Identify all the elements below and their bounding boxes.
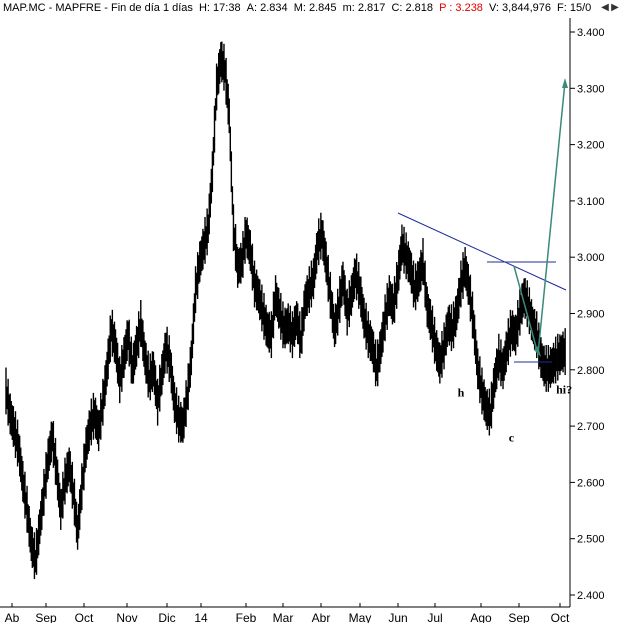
x-tick-label: Mar [273,611,294,623]
y-tick-label: 2.800 [577,365,605,377]
max-label: M: 2.845 [293,2,337,14]
x-tick-label: Oct [551,611,570,623]
x-tick-label: Jul [427,611,442,623]
x-tick-label: Abr [312,611,331,623]
x-tick-label: 14 [194,611,208,623]
y-axis: 2.400 2.500 2.600 2.700 2.800 2.900 3.000 3.100… [569,18,605,607]
x-tick-label: Ab [5,611,20,623]
drawn-trendlines [397,78,568,363]
price-series [5,41,566,580]
projection-up [537,81,566,355]
y-tick-label: 3.100 [577,196,605,208]
x-tick-label: Nov [116,611,137,623]
y-tick-label: 2.600 [577,477,605,489]
projection-down-arrowhead [534,346,541,357]
projection-up-arrowhead [562,78,568,88]
close-label: C: 2.818 [391,2,434,14]
annotations: h c hi? [458,383,573,445]
volume-label: V: 3,844,976 [489,2,551,14]
symbol-label: MAP.MC - MAPFRE - Fin de día 1 días [3,2,193,14]
y-tick-label: 2.500 [577,534,605,546]
y-tick-label: 2.900 [577,309,605,321]
x-tick-label: Dic [158,611,175,623]
prev-arrow-icon[interactable]: ◀ [601,2,609,13]
y-tick-label: 3.200 [577,140,605,152]
quote-info-bar: MAP.MC - MAPFRE - Fin de día 1 días H: 1… [0,0,620,16]
time-label: H: 17:38 [198,2,241,14]
f-label: F: 15/0 [557,2,592,14]
y-tick-label: 2.700 [577,421,605,433]
x-tick-label: May [349,611,372,623]
nav-buttons: ◀ ▶ [598,0,620,16]
annotation-label: hi? [556,383,572,397]
y-tick-label: 3.000 [577,252,605,264]
y-tick-label: 2.400 [577,590,605,602]
descending-trendline [397,212,567,291]
ask-label: A: 2.834 [246,2,288,14]
x-tick-label: Ago [470,611,492,623]
x-axis: Ab Sep Oct Nov Dic 14 Feb Mar Abr May Jun Jul Ago Sep… [0,603,570,625]
next-arrow-icon[interactable]: ▶ [611,2,619,13]
x-tick-label: Oct [75,611,94,623]
y-tick-label: 3.300 [577,83,605,95]
projection-down [513,265,539,355]
y-tick-label: 3.400 [577,27,605,39]
x-tick-label: Jun [388,611,407,623]
min-label: m: 2.817 [342,2,386,14]
x-tick-label: Feb [236,611,257,623]
annotation-label: c [509,430,515,444]
x-tick-label: Sep [508,611,530,623]
annotation-label: h [458,385,465,399]
x-tick-label: Sep [35,611,57,623]
prev-label: P : 3.238 [439,2,483,14]
